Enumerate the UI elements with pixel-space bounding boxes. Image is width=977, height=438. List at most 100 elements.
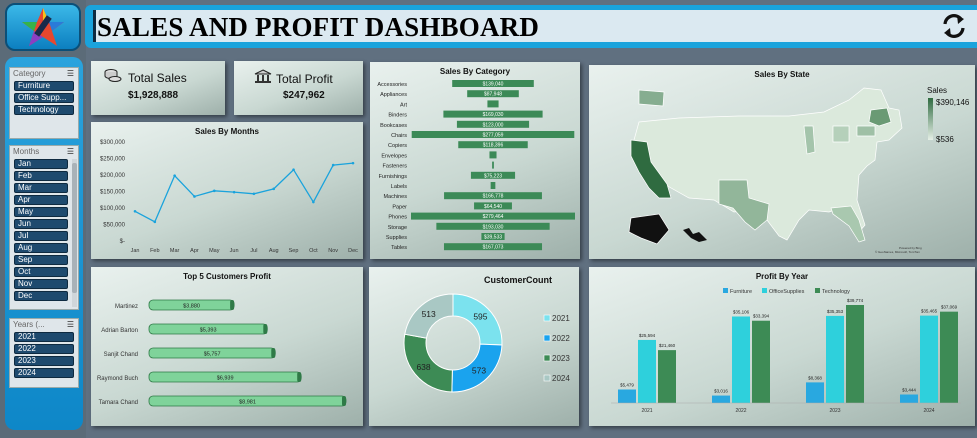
- category-label: Bookcases: [380, 123, 407, 129]
- category-bar: [474, 202, 512, 210]
- slicer-item-2022[interactable]: 2022: [14, 344, 74, 354]
- slicer-item-feb[interactable]: Feb: [14, 171, 68, 181]
- x-tick-label: Nov: [328, 248, 338, 254]
- slicer-item-sep[interactable]: Sep: [14, 255, 68, 265]
- category-bar: [411, 131, 575, 138]
- customer-data-label: $8,981: [239, 400, 256, 406]
- map-state-texas: [718, 179, 770, 231]
- refresh-icon[interactable]: [940, 12, 968, 40]
- slicer-item-office-supplies[interactable]: Office Supp...: [14, 93, 74, 103]
- sales-by-category-panel: Sales By Category Accessories $139,040 App…: [370, 62, 580, 259]
- category-label: Storage: [388, 225, 407, 231]
- customer-bar-cap: [342, 396, 346, 406]
- data-point: [193, 195, 196, 198]
- x-tick-label: 2021: [641, 408, 652, 414]
- x-tick-label: 2023: [829, 408, 840, 414]
- customer-bar-cap: [271, 348, 276, 358]
- slicer-item-jan[interactable]: Jan: [14, 159, 68, 169]
- slicer-item-jun[interactable]: Jun: [14, 219, 68, 229]
- slicer-item-2023[interactable]: 2023: [14, 356, 74, 366]
- category-slicer-title: Category: [13, 69, 46, 78]
- years-slicer-title: Years (...: [13, 320, 45, 329]
- slicer-item-aug[interactable]: Aug: [14, 243, 68, 253]
- slicer-item-furniture[interactable]: Furniture: [14, 81, 74, 91]
- category-bar: [481, 233, 505, 240]
- slicer-item-2024[interactable]: 2024: [14, 368, 74, 378]
- customer-bar-cap: [297, 372, 302, 382]
- category-bar: [492, 161, 494, 169]
- multi-select-icon[interactable]: ☰: [66, 147, 74, 156]
- star-logo-icon: [22, 8, 64, 46]
- map-state-illinois: [803, 125, 816, 155]
- x-tick-label: Sep: [289, 248, 299, 254]
- customer-data-label: $3,880: [183, 304, 200, 310]
- legend-label: OfficeSupplies: [769, 289, 805, 295]
- years-slicer-header: Years (... ☰: [10, 319, 78, 331]
- slicer-item-may[interactable]: May: [14, 207, 68, 217]
- years-slicer: Years (... ☰ 2021 2022 2023 2024: [9, 318, 79, 388]
- map-state-pennsylvania: [856, 125, 876, 137]
- donut-data-label: 638: [416, 362, 430, 372]
- map-state-alaska: [628, 213, 670, 245]
- customer-count-chart: 595 2021 573 2022 638 2023 513 2024: [403, 293, 570, 393]
- profit-bar: [618, 389, 636, 403]
- data-point: [252, 192, 256, 196]
- map-state-washington: [638, 89, 665, 107]
- months-slicer: Months ☰ Jan Feb Mar Apr May Jun Jul Aug …: [9, 145, 79, 310]
- logo-box: [5, 3, 81, 51]
- customer-label: Martinez: [115, 304, 138, 310]
- category-data-label: $123,000: [483, 122, 504, 128]
- category-data-label: $64,540: [484, 204, 502, 210]
- category-data-label: $87,948: [484, 92, 502, 98]
- category-bar: [444, 192, 542, 200]
- sales-by-category-title: Sales By Category: [439, 67, 511, 76]
- slicer-item-technology[interactable]: Technology: [14, 105, 74, 115]
- category-bar: [456, 120, 530, 128]
- slicer-item-2021[interactable]: 2021: [14, 332, 74, 342]
- x-tick-label: Jun: [230, 248, 239, 254]
- profit-data-label: $33,394: [753, 314, 770, 319]
- legend-label: 2024: [552, 374, 570, 383]
- data-point: [331, 163, 335, 167]
- donut-data-label: 573: [472, 366, 486, 376]
- slicer-item-dec[interactable]: Dec: [14, 291, 68, 301]
- multi-select-icon[interactable]: ☰: [66, 320, 74, 329]
- slicer-item-mar[interactable]: Mar: [14, 183, 68, 193]
- slicer-item-apr[interactable]: Apr: [14, 195, 68, 205]
- legend-swatch: [543, 374, 551, 382]
- profit-bar: [752, 320, 770, 403]
- category-bar: [487, 100, 499, 108]
- legend-swatch: [815, 288, 820, 293]
- multi-select-icon[interactable]: ☰: [66, 69, 74, 78]
- kpi-profit-label: Total Profit: [276, 72, 333, 86]
- slicer-item-oct[interactable]: Oct: [14, 267, 68, 277]
- profit-bar: [638, 339, 656, 403]
- profit-bar: [712, 395, 730, 403]
- category-data-label: $118,396: [483, 143, 504, 149]
- profit-bar: [900, 394, 918, 403]
- slicer-item-jul[interactable]: Jul: [14, 231, 68, 241]
- bank-icon: [254, 69, 272, 84]
- category-label: Labels: [391, 184, 407, 190]
- legend-swatch: [543, 354, 551, 362]
- profit-data-label: $35,465: [921, 309, 938, 314]
- data-point: [312, 200, 315, 204]
- x-tick-label: 2022: [735, 408, 746, 414]
- sales-line: [134, 162, 354, 223]
- legend-swatch: [723, 288, 728, 293]
- kpi-total-sales-card: Total Sales $1,928,888: [91, 61, 225, 115]
- category-label: Binders: [388, 113, 407, 119]
- header-title-box: [93, 10, 977, 42]
- months-scrollbar[interactable]: [72, 159, 77, 307]
- y-tick-label: $-: [120, 239, 125, 245]
- profit-bar: [806, 382, 824, 403]
- slicer-item-nov[interactable]: Nov: [14, 279, 68, 289]
- y-tick-label: $150,000: [100, 190, 126, 196]
- profit-data-label: $3,444: [902, 388, 916, 393]
- data-point: [292, 168, 295, 172]
- customer-label: Raymond Buch: [97, 376, 138, 382]
- profit-bar: [732, 316, 750, 403]
- customer-label: Sanjit Chand: [104, 352, 138, 358]
- category-bar: [467, 90, 519, 98]
- map-legend-max: $390,146: [936, 98, 970, 107]
